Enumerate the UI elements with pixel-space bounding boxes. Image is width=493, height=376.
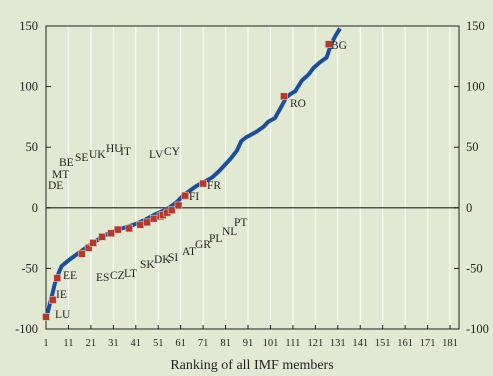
country-label: DE (48, 180, 63, 192)
x-tick-label: 151 (375, 338, 391, 349)
series-marker (125, 224, 133, 233)
x-tick-label: 131 (330, 338, 346, 349)
series-marker (174, 201, 183, 210)
y-tick-label: 0 (466, 201, 472, 215)
x-tick-label: 31 (108, 338, 119, 349)
series-marker (84, 243, 93, 252)
country-label: DK (154, 254, 171, 266)
country-label: CZ (110, 270, 125, 282)
country-label: CY (164, 146, 181, 158)
series-marker (280, 92, 288, 101)
series-marker (199, 179, 207, 188)
series-marker (149, 214, 158, 223)
country-label: SI (168, 252, 178, 264)
x-tick-label: 21 (86, 338, 97, 349)
series-marker (107, 229, 115, 238)
country-label: MT (52, 169, 69, 181)
country-label: LT (124, 268, 137, 280)
country-label: AT (182, 246, 196, 258)
country-label: PT (234, 217, 247, 229)
plot-frame (45, 25, 460, 330)
country-label: FI (189, 191, 199, 203)
country-label: SK (140, 259, 155, 271)
x-tick-label: 121 (307, 338, 323, 349)
x-tick-label: 1 (43, 338, 48, 349)
x-tick-label: 61 (175, 338, 186, 349)
country-label: GR (195, 239, 211, 251)
series-marker (48, 296, 57, 304)
country-label: SE (75, 152, 88, 164)
x-tick-label: 51 (153, 338, 164, 349)
country-label: IT (120, 146, 131, 158)
series-line (46, 27, 342, 318)
series-marker (325, 40, 333, 48)
y-tick-label: 100 (19, 80, 38, 94)
series-marker (78, 250, 86, 258)
y-tick-label: -100 (15, 322, 38, 336)
x-tick-label: 171 (420, 338, 436, 349)
x-tick-label: 41 (131, 338, 142, 349)
country-label: HU (106, 143, 123, 155)
country-label: RO (290, 98, 306, 110)
x-tick-label: 71 (198, 338, 209, 349)
y-tick-label: -50 (466, 261, 483, 275)
x-tick-label: 181 (442, 338, 458, 349)
country-label: BE (59, 157, 74, 169)
y-axis-right: -100 -50 0 50 100 150 (454, 19, 489, 336)
plot-border (45, 25, 460, 330)
y-tick-label: -100 (466, 322, 489, 336)
y-tick-label: 0 (32, 201, 38, 215)
country-label: IE (56, 289, 67, 301)
series-marker (143, 218, 151, 227)
x-tick-label: 81 (220, 338, 231, 349)
x-axis: 1 11 21 31 41 51 61 71 81 91 101 111 121 131 141 151 161… (43, 325, 458, 349)
country-label: NL (222, 226, 237, 238)
y-tick-label: 50 (26, 140, 39, 154)
country-label: LU (55, 309, 71, 321)
series-marker (167, 206, 176, 215)
series-marker (181, 191, 189, 200)
y-tick-label: -50 (21, 261, 38, 275)
x-axis-label: Ranking of all IMF members (170, 358, 333, 373)
country-label: BG (331, 40, 347, 52)
series-marker (42, 313, 50, 321)
country-label: UK (89, 149, 106, 161)
series (42, 27, 342, 321)
x-tick-label: 161 (397, 338, 413, 349)
x-tick-label: 141 (352, 338, 368, 349)
y-tick-label: 150 (19, 19, 38, 33)
y-tick-label: 50 (466, 140, 479, 154)
y-tick-label: 150 (466, 19, 485, 33)
country-label: FR (207, 180, 221, 192)
y-tick-label: 100 (466, 80, 485, 94)
country-label: ES (96, 272, 109, 284)
country-label: PL (209, 233, 222, 245)
x-tick-label: 111 (285, 338, 300, 349)
x-tick-label: 101 (263, 338, 279, 349)
series-marker (136, 220, 145, 229)
series-marker (53, 274, 62, 282)
x-tick-label: 11 (63, 338, 73, 349)
y-axis-left: -100 -50 0 50 100 150 (15, 19, 51, 336)
series-marker (98, 233, 106, 241)
country-label: EE (63, 270, 77, 282)
series-marker (89, 239, 97, 247)
series-marker (114, 225, 122, 234)
x-tick-label: 91 (243, 338, 254, 349)
grid (45, 26, 451, 329)
country-label: LV (149, 149, 164, 161)
